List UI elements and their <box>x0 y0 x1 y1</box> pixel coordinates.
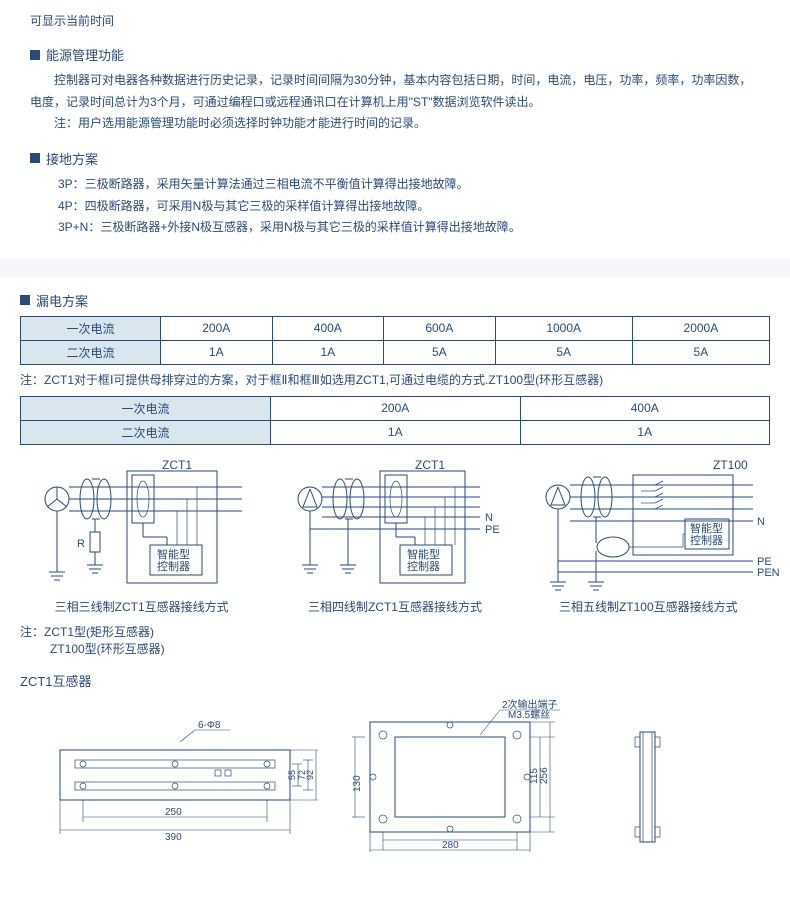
svg-text:250: 250 <box>165 807 182 818</box>
grounding-line-3p: 3P：三极断路器，采用矢量计算法通过三相电流不平衡值计算得出接地故障。 <box>58 174 760 196</box>
svg-text:M3.5螺丝: M3.5螺丝 <box>508 709 550 721</box>
t2-r1c0: 一次电流 <box>21 396 271 420</box>
sensor-note-line-2: ZT100型(环形互感器) <box>50 640 770 657</box>
sensor-note-line-1: 注：ZCT1型(矩形互感器) <box>20 623 770 640</box>
diagram-2-caption: 三相四线制ZCT1互感器接线方式 <box>273 598 516 615</box>
wiring-diagram-2: ZCT1 N PE <box>273 457 516 592</box>
square-marker-icon <box>30 153 40 163</box>
svg-text:ZCT1: ZCT1 <box>162 458 192 472</box>
section-title-grounding: 接地方案 <box>46 149 98 168</box>
t2-r2c0: 二次电流 <box>21 420 271 444</box>
svg-text:控制器: 控制器 <box>690 533 723 547</box>
t1-r2c3: 5A <box>384 340 496 364</box>
zct1-heading: ZCT1互感器 <box>20 671 770 690</box>
wiring-diagram-1: ZCT1 智能型 控制器 <box>20 457 263 592</box>
diagram-3-caption: 三相五线制ZT100互感器接线方式 <box>527 598 770 615</box>
svg-text:N: N <box>485 512 493 524</box>
t1-r1c3: 600A <box>384 316 496 340</box>
svg-text:智能型: 智能型 <box>690 521 723 535</box>
square-marker-icon <box>30 50 40 60</box>
svg-text:280: 280 <box>442 840 459 851</box>
mechanical-drawing-left: 6-Φ8 250 390 55 72 92 <box>20 722 320 852</box>
t2-r1c1: 200A <box>271 396 521 420</box>
svg-text:R: R <box>77 538 85 550</box>
mechanical-drawing-row: 6-Φ8 250 390 55 72 92 <box>20 702 770 852</box>
t1-r1c4: 1000A <box>495 316 632 340</box>
t1-r1c5: 2000A <box>632 316 769 340</box>
t1-r2c1: 1A <box>161 340 273 364</box>
svg-text:控制器: 控制器 <box>157 559 190 573</box>
svg-text:6-Φ8: 6-Φ8 <box>198 720 221 731</box>
section-title-leakage: 漏电方案 <box>36 291 88 310</box>
t2-r1c2: 400A <box>520 396 770 420</box>
t1-r2c4: 5A <box>495 340 632 364</box>
time-display-note: 可显示当前时间 <box>30 12 760 31</box>
section-title-energy: 能源管理功能 <box>46 45 124 64</box>
energy-paragraph-1: 控制器可对电器各种数据进行历史记录，记录时间间隔为30分钟，基本内容包括日期，时… <box>30 70 760 113</box>
wiring-diagram-3: ZT100 N PE PEN <box>527 457 770 592</box>
section-divider <box>0 259 790 277</box>
svg-text:智能型: 智能型 <box>157 547 190 561</box>
leakage-table-2: 一次电流 200A 400A 二次电流 1A 1A <box>20 396 770 445</box>
svg-text:55: 55 <box>287 770 297 780</box>
grounding-line-4p: 4P：四极断路器，可采用N极与其它三极的采样值计算得出接地故障。 <box>58 196 760 218</box>
wiring-diagram-row: ZCT1 智能型 控制器 <box>20 457 770 615</box>
t1-r1c1: 200A <box>161 316 273 340</box>
svg-text:ZCT1: ZCT1 <box>415 458 445 472</box>
t1-r2c0: 二次电流 <box>21 340 161 364</box>
t1-r1c0: 一次电流 <box>21 316 161 340</box>
svg-text:PE: PE <box>485 524 500 536</box>
t1-r2c5: 5A <box>632 340 769 364</box>
t2-r2c1: 1A <box>271 420 521 444</box>
svg-text:130: 130 <box>352 775 363 792</box>
mechanical-drawing-right <box>630 722 690 852</box>
svg-text:ZT100: ZT100 <box>713 458 748 472</box>
diagram-1-caption: 三相三线制ZCT1互感器接线方式 <box>20 598 263 615</box>
t2-r2c2: 1A <box>520 420 770 444</box>
svg-text:控制器: 控制器 <box>407 559 440 573</box>
svg-text:390: 390 <box>165 832 182 843</box>
svg-text:256: 256 <box>539 767 550 784</box>
svg-text:N: N <box>757 516 765 528</box>
energy-paragraph-2: 注：用户选用能源管理功能时必须选择时钟功能才能进行时间的记录。 <box>30 113 760 135</box>
leakage-table-1: 一次电流 200A 400A 600A 1000A 2000A 二次电流 1A … <box>20 316 770 365</box>
svg-text:PEN: PEN <box>757 567 780 579</box>
t1-r2c2: 1A <box>272 340 384 364</box>
mechanical-drawing-middle: 2次输出端子 M3.5螺丝 115 256 130 280 <box>350 702 600 852</box>
svg-text:92: 92 <box>305 770 315 780</box>
square-marker-icon <box>20 295 30 305</box>
grounding-line-3pn: 3P+N：三极断路器+外接N极互感器，采用N极与其它三极的采样值计算得出接地故障… <box>58 217 760 239</box>
leakage-table-note-1: 注：ZCT1对于框Ⅰ可提供母排穿过的方案，对于框Ⅱ和框Ⅲ如选用ZCT1,可通过电… <box>20 371 770 390</box>
t1-r1c2: 400A <box>272 316 384 340</box>
svg-text:智能型: 智能型 <box>407 547 440 561</box>
